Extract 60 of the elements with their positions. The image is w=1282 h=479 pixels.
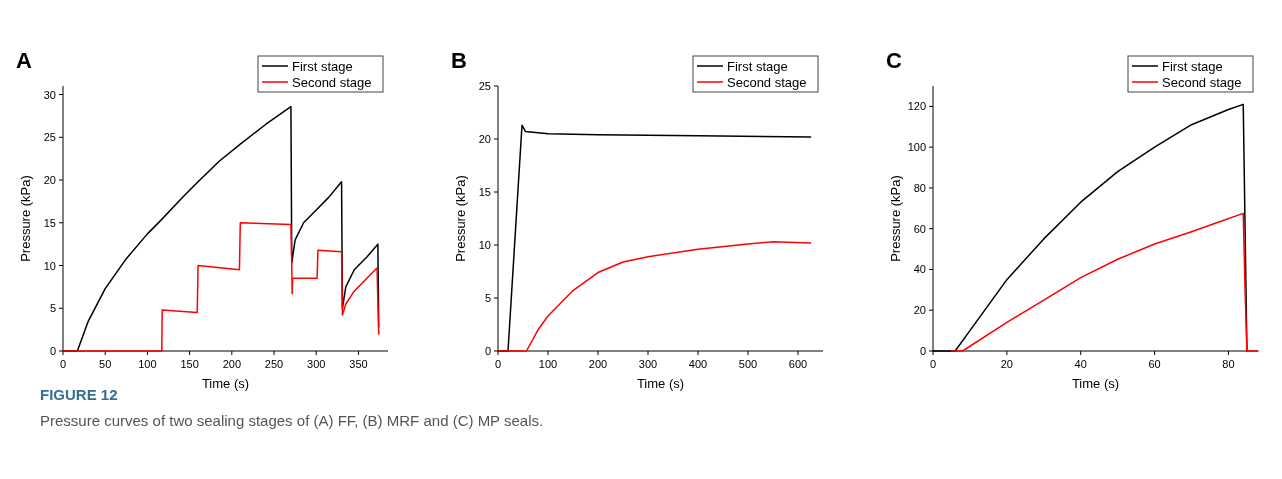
x-tick-label: 100 xyxy=(138,358,157,370)
y-tick-label: 25 xyxy=(43,131,56,144)
y-axis-title: Pressure (kPa) xyxy=(18,175,33,262)
y-tick-label: 20 xyxy=(913,304,926,317)
y-tick-label: 10 xyxy=(43,259,56,272)
line-series xyxy=(497,241,812,352)
legend-label: First stage xyxy=(292,59,353,74)
y-tick-label: 15 xyxy=(478,186,491,198)
chart-title: C xyxy=(886,48,902,73)
y-tick-label: 20 xyxy=(478,133,491,145)
y-axis-title: Pressure (kPa) xyxy=(888,175,903,262)
x-tick-label: 600 xyxy=(788,358,808,370)
y-tick-label: 0 xyxy=(49,345,56,357)
x-tick-label: 100 xyxy=(538,358,558,370)
y-tick-label: 25 xyxy=(478,80,491,92)
x-tick-label: 500 xyxy=(738,358,758,370)
x-tick-label: 0 xyxy=(59,358,67,370)
x-tick-label: 300 xyxy=(307,358,326,370)
y-tick-label: 10 xyxy=(478,239,491,251)
y-tick-label: 30 xyxy=(43,88,56,101)
y-tick-label: 5 xyxy=(49,302,56,315)
chart-title: B xyxy=(451,48,467,73)
x-tick-label: 40 xyxy=(1074,358,1087,370)
x-tick-label: 50 xyxy=(99,358,112,370)
line-series xyxy=(62,222,380,352)
y-tick-label: 15 xyxy=(43,216,56,229)
x-axis-title: Time (s) xyxy=(636,376,685,391)
x-tick-label: 150 xyxy=(180,358,199,370)
caption: FIGURE 12 xyxy=(40,386,118,403)
y-tick-label: 5 xyxy=(484,292,491,304)
y-tick-label: 80 xyxy=(913,181,926,194)
legend-label: First stage xyxy=(727,59,788,74)
y-tick-label: 0 xyxy=(919,345,926,357)
x-tick-label: 0 xyxy=(494,358,502,370)
y-tick-label: 120 xyxy=(907,100,926,113)
x-tick-label: 200 xyxy=(222,358,242,370)
x-tick-label: 60 xyxy=(1148,358,1161,370)
x-tick-label: 250 xyxy=(264,358,284,370)
y-tick-label: 20 xyxy=(43,174,56,187)
y-tick-label: 0 xyxy=(484,345,491,357)
y-tick-label: 100 xyxy=(907,141,926,154)
x-tick-label: 300 xyxy=(638,358,658,370)
legend-label: Second stage xyxy=(1162,75,1242,90)
x-tick-label: 200 xyxy=(588,358,608,370)
x-tick-label: 350 xyxy=(349,358,368,370)
chart-title: A xyxy=(16,48,32,73)
x-tick-label: 400 xyxy=(688,358,708,370)
x-axis-title: Time (s) xyxy=(201,376,250,391)
x-tick-label: 80 xyxy=(1222,358,1235,370)
x-axis-title: Time (s) xyxy=(1071,376,1120,391)
line-series xyxy=(950,212,1259,352)
y-axis-title: Pressure (kPa) xyxy=(453,175,468,262)
legend-label: Second stage xyxy=(727,75,807,90)
legend-label: First stage xyxy=(1162,59,1223,74)
legend-label: Second stage xyxy=(292,75,372,90)
x-tick-label: 20 xyxy=(1000,358,1013,370)
y-tick-label: 40 xyxy=(913,263,926,276)
x-tick-label: 0 xyxy=(929,358,937,370)
y-tick-label: 60 xyxy=(913,222,926,235)
text: Pressure curves of two sealing stages of (A) FF, (B) MRF and (C) MP seals. xyxy=(40,412,544,429)
